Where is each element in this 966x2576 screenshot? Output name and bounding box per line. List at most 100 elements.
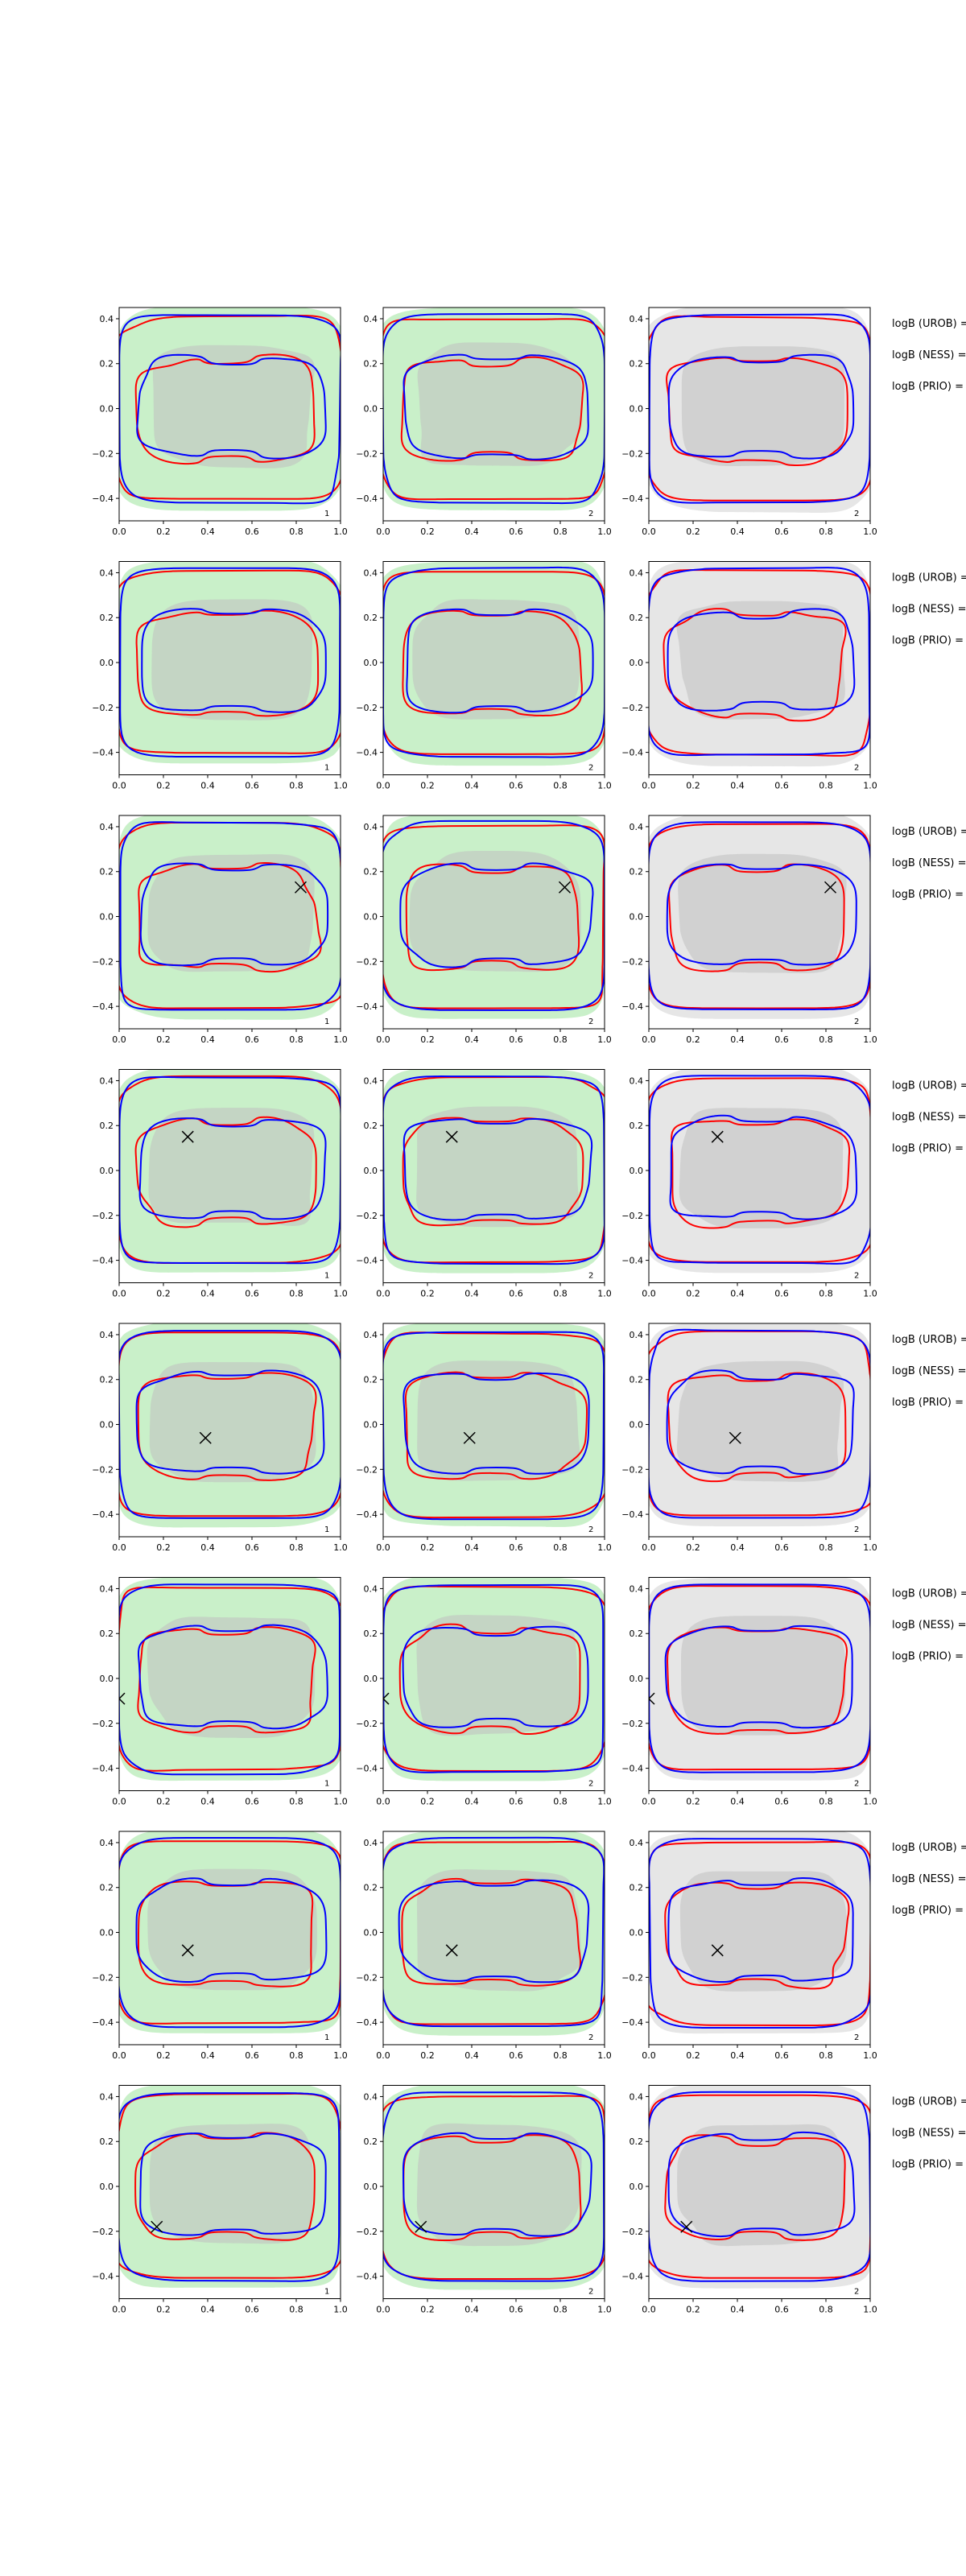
x-tick-label: 1.0: [597, 781, 612, 791]
x-marker: [415, 2220, 427, 2233]
red-inner-contour: [398, 1623, 581, 1736]
red-inner-contour: [667, 1626, 848, 1735]
blue-outer-contour: [119, 2092, 341, 2282]
x-tick-label: 0.8: [553, 526, 568, 537]
blue-outer-contour: [649, 1838, 870, 2029]
axes-frame: [648, 1069, 871, 1283]
y-tick-label: −0.2: [356, 1972, 378, 1983]
y-tick-label: −0.2: [356, 956, 378, 967]
y-tick-label: 0.4: [100, 314, 114, 324]
axes-frame: [118, 1069, 341, 1283]
axes-frame: [648, 561, 871, 775]
x-tick-label: 1.0: [597, 2305, 612, 2315]
logb-label: logB (NESS) =: [892, 1873, 966, 1885]
x-tick-label: 0.6: [774, 1797, 789, 1807]
y-tick-label: −0.2: [92, 703, 114, 713]
panel-number-label: 2: [854, 1272, 859, 1281]
x-tick-label: 1.0: [333, 2050, 348, 2061]
x-tick-label: 0.0: [642, 526, 656, 537]
panel-number-label: 2: [854, 2033, 859, 2042]
panel-r5-c1: 1 0.0 0.2 0.4 0.6 0.8 1.0 0.4 0.2 0.0 −0.2 −0.4: [92, 1323, 348, 1553]
x-marker: [199, 1431, 212, 1444]
axes-frame: [118, 561, 341, 775]
x-tick-label: 1.0: [863, 1542, 877, 1553]
x-tick-label: 1.0: [863, 1797, 877, 1807]
x-tick-label: 0.2: [156, 1797, 171, 1807]
y-tick-label: −0.4: [621, 2017, 643, 2028]
logb-label: logB (NESS) =: [892, 857, 966, 869]
red-outer-contour: [383, 824, 605, 1009]
blue-outer-contour: [649, 1075, 870, 1265]
inner-gray-region: [147, 1616, 316, 1738]
x-tick-label: 0.6: [509, 2050, 523, 2061]
panel-number-label: 2: [588, 764, 593, 773]
x-tick-label: 0.0: [642, 1542, 656, 1553]
x-tick-label: 0.6: [774, 1289, 789, 1299]
y-tick-label: 0.2: [630, 1121, 644, 1131]
x-tick-label: 0.6: [509, 1797, 523, 1807]
logb-label: logB (NESS) =: [892, 2128, 966, 2140]
y-tick-label: 0.2: [364, 1629, 378, 1639]
y-tick-label: 0.0: [100, 1420, 114, 1430]
y-tick-label: −0.4: [92, 493, 114, 504]
y-tick-label: 0.0: [630, 912, 644, 923]
x-tick-label: 0.0: [642, 2305, 656, 2315]
logb-label: logB (UROB) =: [892, 826, 966, 838]
blue-inner-contour: [139, 862, 329, 967]
x-marker: [558, 881, 572, 894]
blue-inner-contour: [667, 1876, 854, 1984]
blue-outer-contour: [383, 819, 605, 1011]
x-tick-label: 0.2: [420, 781, 435, 791]
x-tick-label: 1.0: [863, 2050, 877, 2061]
panel-number-label: 2: [588, 1525, 593, 1534]
x-tick-label: 0.4: [730, 1289, 745, 1299]
x-tick-label: 0.0: [112, 781, 126, 791]
panel-number-label: 2: [854, 764, 859, 773]
blue-outer-contour: [119, 567, 341, 758]
red-inner-contour: [135, 609, 320, 717]
y-tick-label: −0.2: [92, 956, 114, 967]
x-tick-label: 0.8: [819, 1034, 833, 1045]
x-tick-label: 1.0: [597, 1034, 612, 1045]
blue-inner-contour: [667, 353, 855, 460]
x-marker: [294, 881, 308, 894]
x-tick-label: 0.6: [774, 1034, 789, 1045]
axes-frame: [382, 1323, 605, 1538]
logb-label: logB (UROB) =: [892, 1842, 966, 1854]
y-tick-label: −0.4: [356, 1256, 378, 1266]
x-tick-label: 0.4: [200, 1542, 215, 1553]
y-tick-label: 0.4: [100, 1583, 114, 1594]
y-tick-label: 0.0: [364, 404, 378, 415]
y-tick-label: 0.2: [100, 613, 114, 623]
x-tick-label: 0.8: [289, 1542, 303, 1553]
x-tick-label: 0.0: [642, 1034, 656, 1045]
panel-r1-c2: 2 0.0 0.2 0.4 0.6 0.8 1.0 0.4 0.2 0.0 −0.2 −0.4: [356, 307, 612, 537]
x-tick-label: 0.2: [686, 781, 700, 791]
panel-number-label: 2: [854, 1018, 859, 1026]
x-tick-label: 1.0: [333, 526, 348, 537]
red-inner-contour: [404, 1371, 588, 1480]
y-tick-label: 0.0: [364, 658, 378, 668]
y-tick-label: 0.4: [364, 1838, 378, 1848]
y-tick-label: −0.4: [621, 748, 643, 758]
x-tick-label: 0.6: [509, 2305, 523, 2315]
x-tick-label: 0.0: [112, 1034, 126, 1045]
red-inner-contour: [401, 1877, 582, 1987]
x-tick-label: 0.4: [464, 1289, 479, 1299]
x-tick-label: 1.0: [597, 2050, 612, 2061]
panel-r4-c1: 1 0.0 0.2 0.4 0.6 0.8 1.0 0.4 0.2 0.0 −0.2 −0.4: [92, 1069, 348, 1299]
x-tick-label: 0.2: [686, 526, 700, 537]
blue-inner-contour: [398, 1879, 590, 1984]
x-tick-label: 0.0: [376, 1289, 390, 1299]
y-tick-label: −0.4: [621, 1764, 643, 1774]
axes-frame: [118, 1831, 341, 2046]
x-marker: [711, 1944, 724, 1957]
blue-inner-contour: [402, 1372, 590, 1475]
y-tick-label: −0.2: [356, 2227, 378, 2237]
axes-frame: [382, 815, 605, 1030]
blue-inner-contour: [402, 1117, 593, 1221]
blue-inner-contour: [137, 1624, 328, 1730]
blue-outer-contour: [649, 313, 870, 504]
red-outer-contour: [383, 1585, 605, 1773]
